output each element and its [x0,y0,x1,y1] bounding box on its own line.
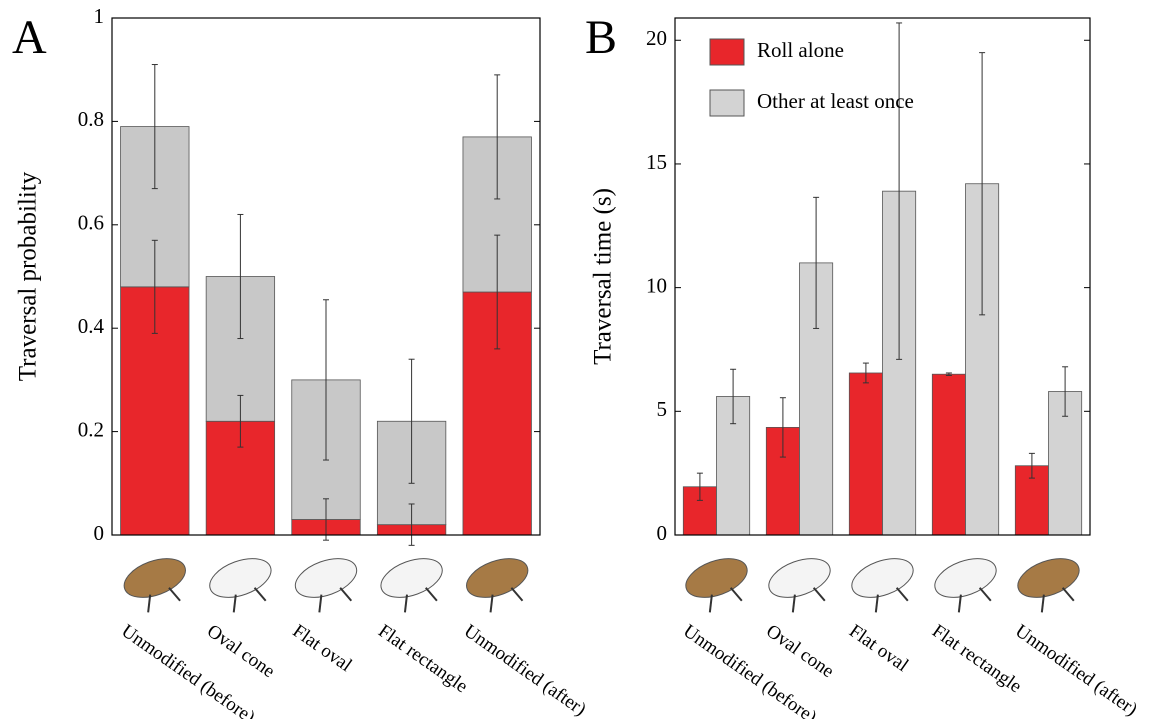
plot-frame [674,17,1091,536]
y-tick-label: 20 [646,26,667,50]
insect-body [380,558,443,598]
insect-body [294,558,358,598]
y-tick-label: 5 [657,397,668,421]
insect-leg [895,587,909,602]
insect-body [209,558,272,598]
insect-body [1017,558,1080,598]
y-axis-label: Traversal time (s) [590,188,617,365]
y-tick-label: 0 [657,521,668,545]
insect-leg [978,587,992,602]
insect-icon [851,558,914,613]
legend-label: Other at least once [757,89,914,113]
plot-frame [111,17,541,536]
insect-leg [425,587,438,602]
insect-icon [1017,558,1080,613]
bar [931,373,966,536]
y-tick-label: 10 [646,273,667,297]
y-tick-label: 0.8 [78,107,104,131]
insect-body [851,558,914,598]
x-tick-label: Unmodified (after) [1011,620,1141,719]
y-tick-label: 0.2 [78,417,104,441]
insect-leg [168,587,181,602]
insect-icon [380,558,443,613]
insect-body [685,558,748,598]
x-tick-label: Unmodified (before) [679,620,820,719]
insect-icon [768,558,831,613]
legend-label: Roll alone [757,38,844,62]
legend-swatch [709,38,745,66]
insect-leg [232,594,237,613]
bar [848,372,883,536]
insect-body [934,558,997,598]
insect-leg [403,594,408,613]
x-tick-label: Flat oval [845,620,912,676]
y-tick-label: 0 [94,521,105,545]
insect-leg [708,594,713,613]
insect-body [123,558,186,598]
insect-leg [1061,587,1075,602]
insect-leg [791,594,796,613]
insect-icon [294,558,358,613]
y-axis-label: Traversal probability [15,171,42,381]
y-tick-label: 1 [94,4,105,28]
insect-leg [510,587,524,602]
insect-leg [957,594,962,613]
panel-label: A [12,11,47,64]
insect-body [466,558,529,598]
insect-icon [466,558,529,613]
bar [965,183,1000,536]
y-tick-label: 0.6 [78,211,104,235]
insect-leg [147,594,152,613]
insect-icon [209,558,272,613]
y-tick-label: 0.4 [78,314,105,338]
insect-leg [339,587,353,602]
insect-leg [812,587,826,602]
insect-icon [123,558,186,613]
x-tick-label: Flat rectangle [374,620,471,697]
x-tick-label: Flat oval [289,620,356,676]
insect-leg [253,587,267,602]
panel-label: B [585,11,617,64]
x-tick-label: Oval cone [203,620,279,682]
insect-leg [729,587,743,602]
y-tick-label: 15 [646,150,667,174]
legend-swatch [709,89,745,117]
insect-leg [489,594,494,613]
insect-body [768,558,831,598]
insect-leg [318,594,323,613]
x-tick-label: Flat rectangle [928,620,1025,697]
x-tick-label: Oval cone [762,620,838,682]
insect-leg [874,594,879,613]
insect-icon [934,558,997,613]
x-tick-label: Unmodified (after) [460,620,590,719]
insect-icon [685,558,748,613]
insect-leg [1040,594,1045,613]
